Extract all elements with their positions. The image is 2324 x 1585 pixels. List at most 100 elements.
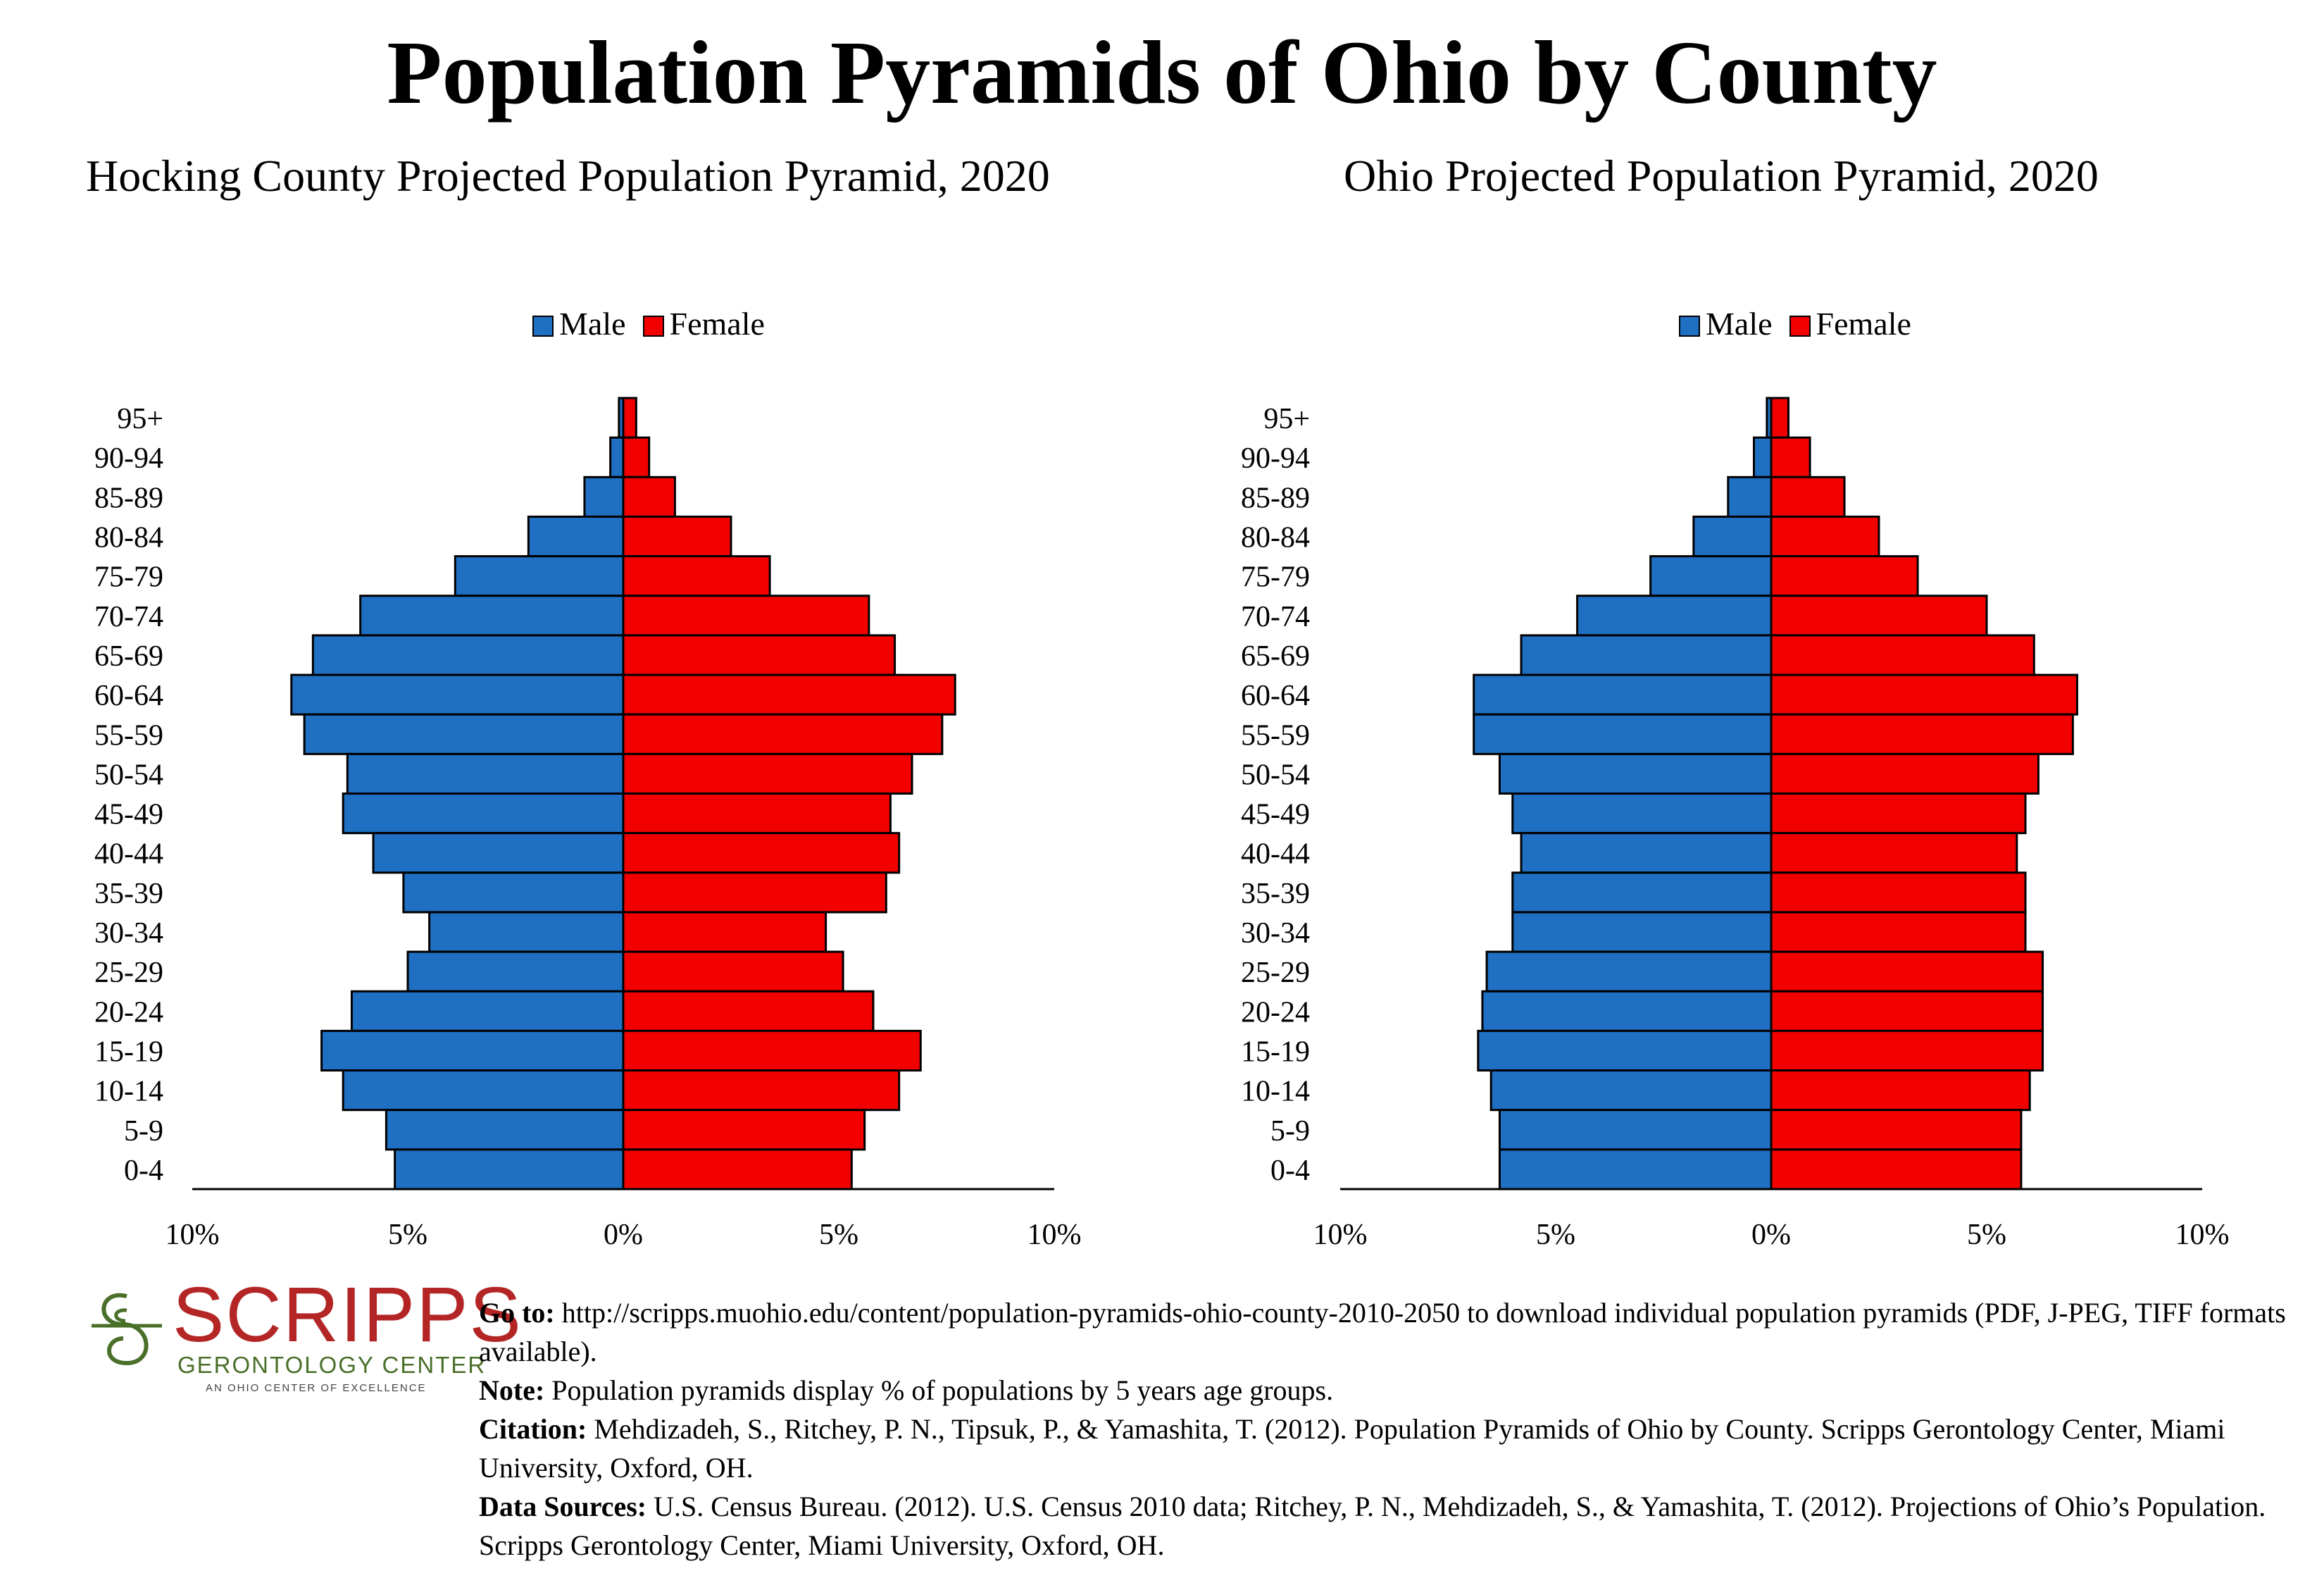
bar-male-35-39	[1511, 871, 1773, 914]
legend-label-male: Male	[1706, 306, 1773, 342]
legend-item-male: Male	[532, 303, 626, 345]
bar-male-50-54	[346, 752, 625, 795]
scripps-logo: SCRIPPS GERONTOLOGY CENTER AN OHIO CENTE…	[85, 1276, 521, 1402]
legend-ohio: Male Female	[1679, 303, 1928, 345]
logo-tagline: AN OHIO CENTER OF EXCELLENCE	[206, 1382, 427, 1394]
bar-male-30-34	[1511, 911, 1773, 953]
bar-female-80-84	[1770, 515, 1880, 558]
bar-male-65-69	[1520, 634, 1773, 676]
note-sources: Data Sources: U.S. Census Bureau. (2012)…	[479, 1491, 2266, 1561]
age-label-70-74: 70-74	[94, 601, 163, 633]
bar-female-25-29	[1770, 950, 2044, 993]
bar-female-90-94	[1770, 436, 1811, 478]
x-tick-label: 5%	[388, 1219, 427, 1251]
bar-female-10-14	[622, 1069, 901, 1112]
bar-female-5-9	[1770, 1109, 2023, 1151]
bar-male-20-24	[1481, 990, 1773, 1032]
bar-female-55-59	[622, 713, 944, 755]
age-label-30-34: 30-34	[1241, 917, 1310, 950]
bar-male-10-14	[342, 1069, 625, 1112]
bar-male-60-64	[290, 673, 625, 716]
bar-male-0-4	[1498, 1148, 1773, 1191]
age-label-15-19: 15-19	[94, 1036, 163, 1068]
age-label-95+: 95+	[117, 403, 163, 435]
age-label-20-24: 20-24	[1241, 996, 1310, 1028]
age-label-80-84: 80-84	[94, 522, 163, 554]
legend-swatch-female	[1789, 316, 1811, 337]
bar-female-30-34	[622, 911, 827, 953]
age-label-75-79: 75-79	[1241, 561, 1310, 594]
bar-male-80-84	[527, 515, 625, 558]
pyramid-chart-1: 95+ 90-94 85-89 80-84 75-79 70-74 65-69 60-64 55…	[1241, 397, 2230, 1251]
bar-male-20-24	[350, 990, 625, 1032]
pyramid-chart-0: 95+ 90-94 85-89 80-84 75-79 70-74 65-69 60-64 55…	[94, 397, 1082, 1251]
bar-male-50-54	[1498, 752, 1773, 795]
bar-female-60-64	[622, 673, 956, 716]
page-title: Population Pyramids of Ohio by County	[387, 23, 1937, 123]
legend-label-male: Male	[559, 306, 626, 342]
bar-female-15-19	[622, 1029, 922, 1072]
x-tick-label: 5%	[819, 1219, 858, 1251]
legend-hocking: Male Female	[532, 303, 782, 345]
x-tick-label: 10%	[1313, 1219, 1368, 1251]
chart-title-ohio: Ohio Projected Population Pyramid, 2020	[1344, 151, 2099, 201]
age-label-95+: 95+	[1263, 403, 1310, 435]
bar-female-75-79	[622, 555, 771, 597]
note-citation: Citation: Mehdizadeh, S., Ritchey, P. N.…	[479, 1413, 2225, 1484]
bar-male-85-89	[1727, 476, 1773, 518]
x-tick-label: 0%	[1751, 1219, 1791, 1251]
bar-male-5-9	[385, 1109, 625, 1151]
legend-swatch-female	[642, 316, 664, 337]
bar-male-90-94	[1753, 436, 1773, 478]
bar-female-10-14	[1770, 1069, 2031, 1112]
x-tick-label: 10%	[1027, 1219, 1082, 1251]
age-label-60-64: 60-64	[94, 680, 163, 712]
bar-female-55-59	[1770, 713, 2074, 755]
bar-female-35-39	[622, 871, 887, 914]
bar-female-50-54	[1770, 752, 2039, 795]
bar-male-90-94	[609, 436, 625, 478]
legend-swatch-male	[1679, 316, 1700, 337]
bar-male-65-69	[311, 634, 625, 676]
bar-female-20-24	[622, 990, 875, 1032]
age-label-55-59: 55-59	[1241, 719, 1310, 752]
bar-female-50-54	[622, 752, 913, 795]
age-label-0-4: 0-4	[1270, 1155, 1310, 1187]
age-label-5-9: 5-9	[1270, 1115, 1310, 1148]
bar-male-70-74	[1576, 595, 1773, 637]
age-label-85-89: 85-89	[1241, 482, 1310, 514]
bar-female-15-19	[1770, 1029, 2044, 1072]
note-goto: Go to: http://scripps.muohio.edu/content…	[479, 1297, 2286, 1367]
age-label-50-54: 50-54	[1241, 759, 1310, 791]
note-note: Note: Population pyramids display % of p…	[479, 1374, 1334, 1406]
bar-female-65-69	[1770, 634, 2035, 676]
bar-female-20-24	[1770, 990, 2044, 1032]
bar-female-35-39	[1770, 871, 2027, 914]
bar-female-60-64	[1770, 673, 2079, 716]
bar-female-45-49	[1770, 792, 2027, 835]
chart-title-hocking: Hocking County Projected Population Pyra…	[86, 151, 1050, 201]
age-label-25-29: 25-29	[94, 957, 163, 989]
age-label-35-39: 35-39	[1241, 878, 1310, 910]
age-label-10-14: 10-14	[94, 1076, 163, 1108]
bar-male-25-29	[406, 950, 625, 993]
scripps-swirl-icon	[92, 1293, 162, 1366]
x-tick-label: 5%	[1536, 1219, 1575, 1251]
bar-male-40-44	[372, 832, 625, 874]
bar-male-35-39	[402, 871, 625, 914]
bar-male-75-79	[1649, 555, 1773, 597]
legend-item-female: Female	[642, 303, 765, 345]
legend-swatch-male	[532, 316, 554, 337]
logo-wordmark: SCRIPPS	[173, 1272, 523, 1358]
bar-female-0-4	[1770, 1148, 2023, 1191]
legend-label-female: Female	[669, 306, 765, 342]
bar-female-75-79	[1770, 555, 1919, 597]
age-label-5-9: 5-9	[124, 1115, 163, 1148]
legend-item-male: Male	[1679, 303, 1773, 345]
age-label-65-69: 65-69	[1241, 640, 1310, 673]
age-label-75-79: 75-79	[94, 561, 163, 594]
bar-male-45-49	[1511, 792, 1773, 835]
age-label-40-44: 40-44	[94, 838, 163, 871]
age-label-45-49: 45-49	[94, 799, 163, 831]
bar-female-70-74	[622, 595, 870, 637]
